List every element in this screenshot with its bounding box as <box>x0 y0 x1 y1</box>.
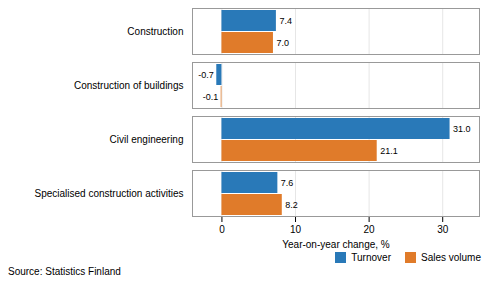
svg-text:10: 10 <box>290 224 302 235</box>
svg-text:7.4: 7.4 <box>279 16 292 26</box>
svg-text:7.6: 7.6 <box>281 178 294 188</box>
svg-text:20: 20 <box>364 224 376 235</box>
html-text:Sales volume: Sales volume <box>421 252 481 263</box>
svg-text:7.0: 7.0 <box>276 38 289 48</box>
svg-text:8.2: 8.2 <box>285 200 298 210</box>
svg-text:Construction: Construction <box>127 26 183 37</box>
svg-text:21.1: 21.1 <box>380 146 398 156</box>
svg-text:Year-on-year change, %: Year-on-year change, % <box>282 239 390 250</box>
html-text:Source: Statistics Finland: Source: Statistics Finland <box>8 266 121 277</box>
svg-text:-0.7: -0.7 <box>198 70 214 80</box>
svg-text:31.0: 31.0 <box>453 124 471 134</box>
svg-text:Civil engineering: Civil engineering <box>110 134 184 145</box>
svg-text:30: 30 <box>437 224 449 235</box>
html-text:Turnover: Turnover <box>351 252 391 263</box>
svg-text:Specialised construction activ: Specialised construction activities <box>35 188 184 199</box>
svg-text:Construction of buildings: Construction of buildings <box>74 80 184 91</box>
svg-text:-0.1: -0.1 <box>203 92 219 102</box>
svg-text:0: 0 <box>219 224 225 235</box>
